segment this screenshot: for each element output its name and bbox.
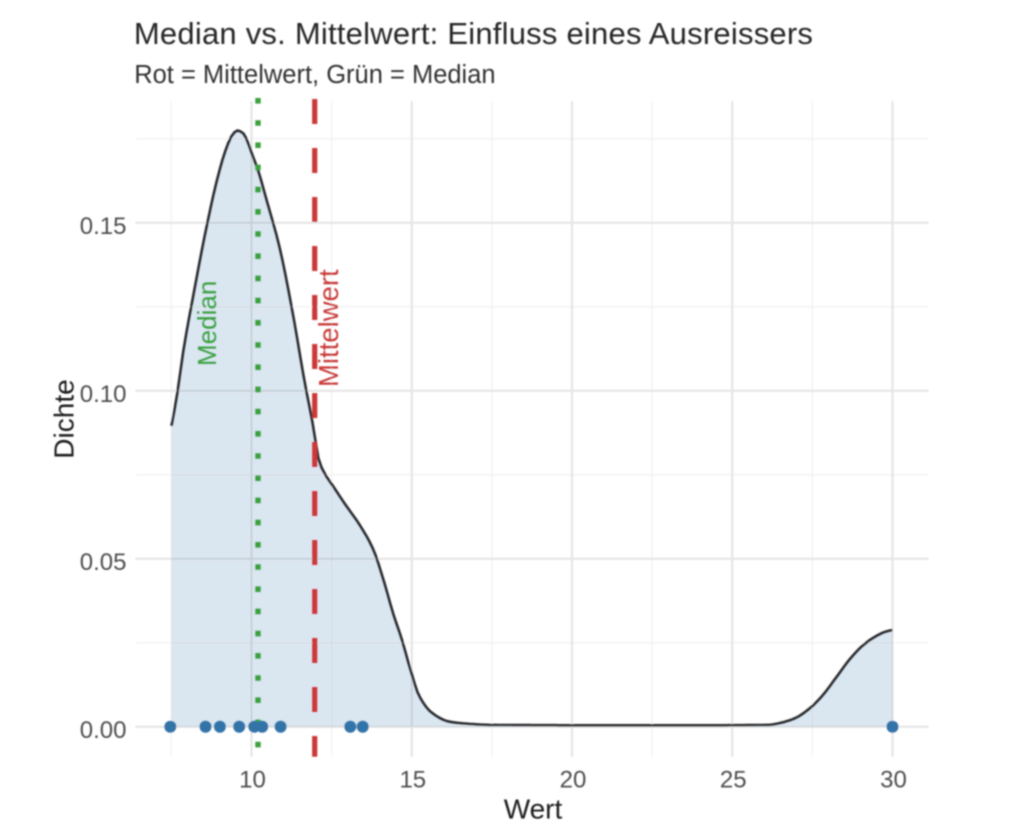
svg-text:0.10: 0.10 [80,381,127,408]
svg-text:15: 15 [399,767,426,794]
svg-text:Median vs. Mittelwert: Einflus: Median vs. Mittelwert: Einfluss eines Au… [134,16,813,51]
svg-text:Median: Median [192,281,222,366]
svg-text:Rot = Mittelwert, Grün = Media: Rot = Mittelwert, Grün = Median [134,61,495,89]
svg-text:Dichte: Dichte [48,379,79,458]
svg-text:0.15: 0.15 [80,213,127,240]
svg-text:0.00: 0.00 [80,717,127,744]
svg-text:Wert: Wert [504,793,563,824]
svg-text:10: 10 [239,767,266,794]
svg-text:Mittelwert: Mittelwert [313,269,344,387]
svg-text:30: 30 [880,767,907,794]
svg-text:20: 20 [560,767,587,794]
svg-text:0.05: 0.05 [80,549,127,576]
svg-text:25: 25 [720,767,747,794]
